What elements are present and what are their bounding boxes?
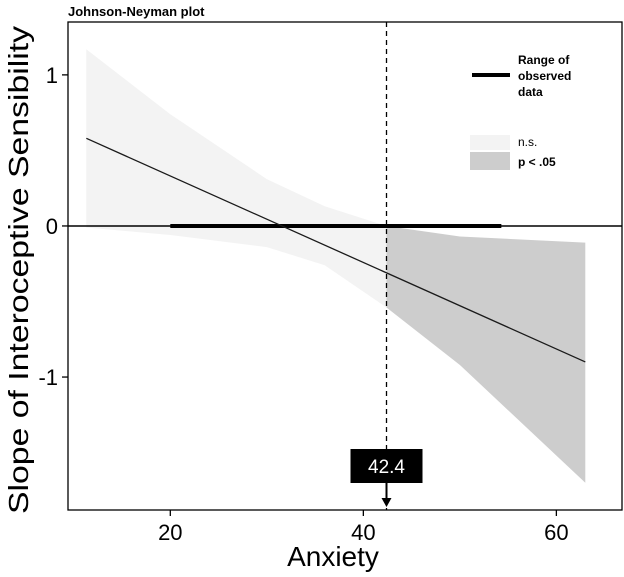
x-tick-label: 60 (544, 520, 568, 545)
legend-sig-swatch (470, 152, 510, 170)
x-tick-label: 40 (351, 520, 375, 545)
x-tick-label: 20 (158, 520, 182, 545)
sig-confidence-band (386, 226, 586, 483)
legend-range-label: observed (518, 69, 571, 83)
threshold-label-box (350, 449, 423, 483)
legend-sig-label: p < .05 (518, 155, 556, 169)
y-tick-label: 0 (46, 214, 58, 239)
legend-ns-label: n.s. (518, 135, 537, 149)
x-axis-title: Anxiety (287, 541, 379, 572)
threshold-arrow-head (381, 498, 392, 507)
y-tick-label: 1 (46, 63, 58, 88)
legend-range-label: data (518, 85, 543, 99)
plot-panel-border (67, 21, 623, 511)
ns-confidence-band (86, 49, 387, 308)
slope-line (86, 137, 586, 363)
threshold-label: 42.4 (368, 457, 405, 478)
legend-ns-swatch (470, 135, 510, 150)
chart-title: Johnson-Neyman plot (68, 4, 205, 19)
y-axis-title: Slope of Interoceptive Sensibility (3, 26, 34, 514)
y-tick-label: -1 (38, 365, 58, 390)
legend-range-label: Range of (518, 53, 570, 67)
